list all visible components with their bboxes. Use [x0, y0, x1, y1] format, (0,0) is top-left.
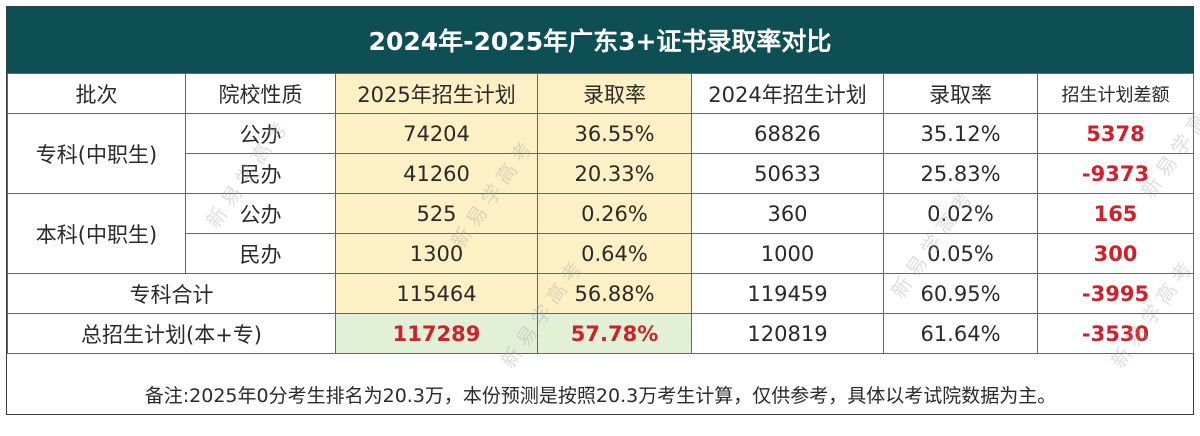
- rate-2024-cell: 25.83%: [883, 153, 1038, 194]
- rate-2025-cell: 57.78%: [537, 313, 692, 354]
- note-text: 备注:2025年0分考生排名为20.3万，本份预测是按照20.3万考生计算，仅供…: [7, 353, 1194, 436]
- header-school-type: 院校性质: [185, 73, 336, 114]
- plan-diff-cell: 165: [1037, 193, 1194, 234]
- header-plan-2024: 2024年招生计划: [691, 73, 884, 114]
- plan-2025-cell: 525: [335, 193, 538, 234]
- note-row: 备注:2025年0分考生排名为20.3万，本份预测是按照20.3万考生计算，仅供…: [7, 353, 1194, 436]
- table-row: 专科(中职生) 公办 74204 36.55% 68826 35.12% 537…: [7, 113, 1194, 194]
- zhuanke-total-label: 专科合计: [7, 273, 336, 314]
- group-benke: 本科(中职生): [7, 193, 186, 274]
- school-type-cell: 民办: [185, 233, 336, 274]
- comparison-table-card: 2024年-2025年广东3+证书录取率对比 批次 院校性质 2025年招生计划…: [6, 6, 1200, 436]
- plan-2025-cell: 74204: [335, 113, 538, 154]
- rate-2025-cell: 20.33%: [537, 153, 692, 194]
- header-rate-2025: 录取率: [537, 73, 692, 114]
- grand-total-label: 总招生计划(本+专): [7, 313, 336, 354]
- table-row: 本科(中职生) 公办 525 0.26% 360 0.02% 165: [7, 193, 1194, 274]
- plan-2025-cell: 1300: [335, 233, 538, 274]
- header-plan-2025: 2025年招生计划: [335, 73, 538, 114]
- plan-2025-cell: 117289: [335, 313, 538, 354]
- school-type-cell: 公办: [185, 193, 336, 234]
- grand-total-row: 总招生计划(本+专) 117289 57.78% 120819 61.64% -…: [7, 313, 1194, 354]
- rate-2024-cell: 35.12%: [883, 113, 1038, 154]
- plan-diff-cell: -9373: [1037, 153, 1194, 194]
- rate-2024-cell: 0.02%: [883, 193, 1038, 234]
- rate-2024-cell: 61.64%: [883, 313, 1038, 354]
- plan-2025-cell: 41260: [335, 153, 538, 194]
- group-zhuanke: 专科(中职生): [7, 113, 186, 194]
- plan-2024-cell: 119459: [691, 273, 884, 314]
- plan-diff-cell: -3530: [1037, 313, 1194, 354]
- school-type-cell: 公办: [185, 113, 336, 154]
- header-batch: 批次: [7, 73, 186, 114]
- plan-2024-cell: 120819: [691, 313, 884, 354]
- rate-2025-cell: 36.55%: [537, 113, 692, 154]
- rate-2025-cell: 56.88%: [537, 273, 692, 314]
- admission-rate-table: 批次 院校性质 2025年招生计划 录取率 2024年招生计划 录取率 招生计划…: [7, 73, 1194, 436]
- plan-2024-cell: 50633: [691, 153, 884, 194]
- header-row: 批次 院校性质 2025年招生计划 录取率 2024年招生计划 录取率 招生计划…: [7, 73, 1194, 114]
- table-row: 民办 1300 0.64% 1000 0.05% 300: [8, 233, 1194, 274]
- plan-2025-cell: 115464: [335, 273, 538, 314]
- table-title: 2024年-2025年广东3+证书录取率对比: [7, 7, 1193, 73]
- plan-diff-cell: -3995: [1037, 273, 1194, 314]
- rate-2025-cell: 0.64%: [537, 233, 692, 274]
- rate-2024-cell: 60.95%: [883, 273, 1038, 314]
- zhuanke-total-row: 专科合计 115464 56.88% 119459 60.95% -3995: [7, 273, 1194, 314]
- rate-2025-cell: 0.26%: [537, 193, 692, 234]
- plan-diff-cell: 5378: [1037, 113, 1194, 154]
- table-row: 民办 41260 20.33% 50633 25.83% -9373: [8, 153, 1194, 194]
- header-rate-2024: 录取率: [883, 73, 1038, 114]
- plan-2024-cell: 360: [691, 193, 884, 234]
- header-plan-diff: 招生计划差额: [1037, 73, 1194, 114]
- plan-2024-cell: 68826: [691, 113, 884, 154]
- rate-2024-cell: 0.05%: [883, 233, 1038, 274]
- school-type-cell: 民办: [185, 153, 336, 194]
- plan-2024-cell: 1000: [691, 233, 884, 274]
- plan-diff-cell: 300: [1037, 233, 1194, 274]
